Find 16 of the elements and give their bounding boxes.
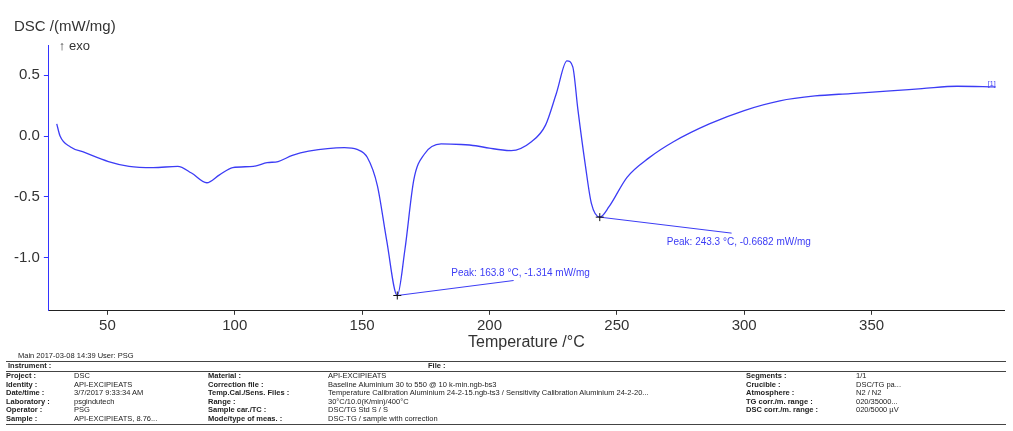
annotation: Peak: 243.3 °C, -0.6682 mW/mg <box>666 236 811 248</box>
y-tick-label: -1.0 <box>13 247 40 265</box>
y-axis-title: DSC /(mW/mg) <box>14 17 116 34</box>
y-tick-label: -0.5 <box>13 186 40 204</box>
x-tick-label: 50 <box>99 315 116 333</box>
annotation: ↑ exo <box>58 38 90 53</box>
x-tick-label: 100 <box>222 315 248 333</box>
x-tick-label: 150 <box>349 315 375 333</box>
annotation: Peak: 163.8 °C, -1.314 mW/mg <box>451 266 590 278</box>
y-tick-label: 0.5 <box>18 65 40 83</box>
x-tick-label: 200 <box>476 315 503 333</box>
x-tick-label: 350 <box>859 315 885 333</box>
x-axis-title: Temperature /°C <box>468 332 585 350</box>
x-tick-label: 250 <box>604 315 630 333</box>
x-tick-label: 300 <box>731 315 757 333</box>
y-tick-label: 0.0 <box>18 126 40 144</box>
